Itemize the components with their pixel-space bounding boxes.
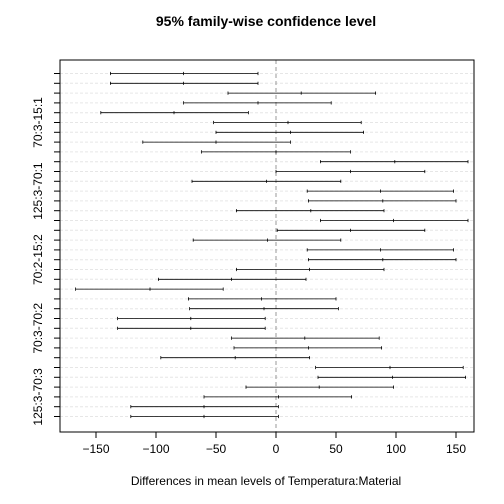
x-tick-label: 150 [446,442,466,456]
interval [189,307,339,311]
interval [100,111,249,115]
interval [235,209,385,213]
interval [317,375,467,379]
interval [213,120,362,125]
interval [315,365,464,370]
interval [215,130,365,134]
interval [142,140,291,144]
y-tick-label: 125:3-70:1 [31,162,45,220]
interval [227,91,377,95]
interval [319,218,469,223]
y-tick-label: 125:3-70:3 [31,368,45,426]
interval [201,150,351,154]
interval [307,199,457,203]
interval [203,395,353,399]
intervals [75,71,469,419]
y-axis: 70:3-15:1 125:3-70:1 70:2-15:2 70:3-70:2 125… [31,73,60,426]
interval [110,81,259,85]
interval [235,267,385,272]
interval [306,189,455,193]
interval [192,238,342,242]
interval [275,169,426,174]
interval [233,346,383,350]
interval [117,326,266,330]
interval [245,385,395,389]
x-tick-label: 100 [386,442,406,456]
y-tick-label: 70:3-70:2 [31,303,45,354]
interval [75,287,224,291]
interval [191,179,342,183]
interval [276,228,426,232]
interval [130,414,279,419]
interval [307,258,457,262]
interval [110,71,259,76]
x-tick-label: −150 [82,442,109,456]
interval [160,356,311,360]
x-tick-label: −50 [206,442,227,456]
x-axis: −150 −100 −50 0 50 100 150 [82,432,466,456]
interval [319,160,469,164]
x-tick-label: 0 [273,442,280,456]
x-tick-label: −100 [142,442,169,456]
interval [187,297,337,301]
chart-title: 95% family-wise confidence level [156,13,376,29]
interval [157,277,307,281]
y-tick-label: 70:3-15:1 [31,97,45,148]
interval [231,336,380,340]
x-axis-label: Differences in mean levels of Temperatur… [131,474,401,488]
x-tick-label: 50 [329,442,343,456]
y-tick-label: 70:2-15:2 [31,234,45,285]
interval [130,405,279,409]
interval [306,248,455,252]
plot-area [59,59,475,433]
interval [117,316,266,321]
interval [183,101,332,105]
gridlines [60,73,474,417]
